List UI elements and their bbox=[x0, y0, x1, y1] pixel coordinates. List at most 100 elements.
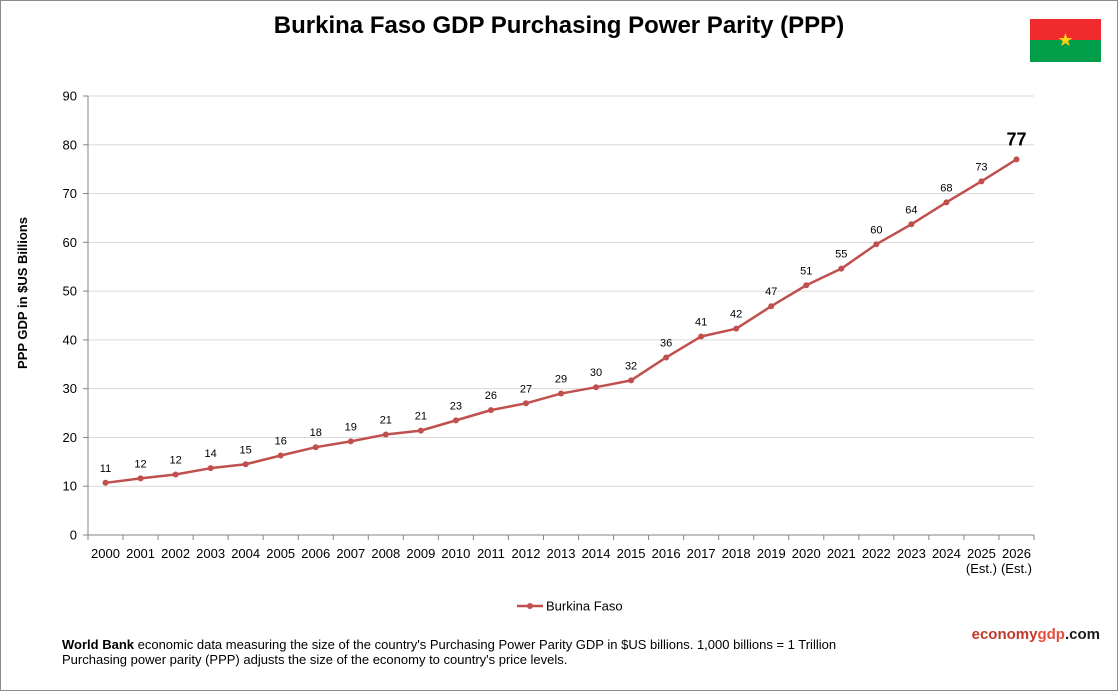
data-point bbox=[733, 325, 740, 332]
footer-note: World Bank economic data measuring the s… bbox=[62, 637, 836, 667]
data-label: 23 bbox=[450, 400, 462, 412]
legend-label: Burkina Faso bbox=[546, 599, 623, 614]
brand-part-economy: economy bbox=[971, 626, 1038, 643]
x-tick-label: 2002 bbox=[161, 546, 190, 561]
x-tick-label: 2010 bbox=[441, 546, 470, 561]
data-label: 21 bbox=[380, 415, 392, 427]
series-layer bbox=[102, 156, 1020, 486]
x-tick-sublabel: (Est.) bbox=[1001, 561, 1032, 576]
data-point bbox=[242, 461, 249, 468]
legend-marker bbox=[527, 603, 533, 609]
footer-note-line1: economic data measuring the size of the … bbox=[134, 637, 837, 652]
x-tick-label: 2007 bbox=[336, 546, 365, 561]
data-point bbox=[347, 438, 354, 445]
x-tick-label: 2018 bbox=[722, 546, 751, 561]
x-tick-label: 2023 bbox=[897, 546, 926, 561]
y-tick-label: 0 bbox=[70, 528, 77, 543]
data-point bbox=[137, 475, 144, 482]
x-tick-label: 2011 bbox=[477, 546, 505, 561]
data-point bbox=[277, 452, 284, 459]
data-point bbox=[768, 303, 775, 310]
flag-red-band bbox=[1030, 19, 1101, 41]
x-tick-label: 2009 bbox=[406, 546, 435, 561]
data-point bbox=[417, 427, 424, 434]
data-label: 42 bbox=[730, 309, 742, 321]
data-point bbox=[838, 265, 845, 272]
y-tick-label: 50 bbox=[63, 284, 77, 299]
x-tick-label: 2004 bbox=[231, 546, 260, 561]
y-tick-label: 20 bbox=[63, 430, 77, 445]
x-tick-label: 2012 bbox=[512, 546, 541, 561]
x-tick-label: 2021 bbox=[827, 546, 856, 561]
flag-green-band bbox=[1030, 40, 1101, 62]
data-label: 14 bbox=[205, 448, 217, 460]
data-point bbox=[522, 400, 529, 407]
x-tick-label: 2014 bbox=[582, 546, 611, 561]
x-tick-label: 2001 bbox=[126, 546, 155, 561]
x-tick-label: 2016 bbox=[652, 546, 681, 561]
legend: Burkina Faso bbox=[517, 599, 623, 614]
y-tick-label: 10 bbox=[63, 479, 77, 494]
chart-title: Burkina Faso GDP Purchasing Power Parity… bbox=[273, 12, 845, 39]
burkina-faso-flag-icon: ★ bbox=[1030, 19, 1101, 62]
brand-logo[interactable]: economygdp.com bbox=[972, 626, 1100, 643]
x-tick-label: 2024 bbox=[932, 546, 961, 561]
data-label: 73 bbox=[975, 161, 987, 173]
data-label: 77 bbox=[1006, 129, 1026, 149]
data-label: 26 bbox=[485, 390, 497, 402]
data-label: 68 bbox=[940, 182, 952, 194]
data-label: 12 bbox=[169, 455, 181, 467]
x-tick-label: 2020 bbox=[792, 546, 821, 561]
x-tick-label: 2013 bbox=[547, 546, 576, 561]
y-tick-label: 80 bbox=[63, 137, 77, 152]
x-tick-label: 2019 bbox=[757, 546, 786, 561]
axes bbox=[83, 95, 1035, 540]
x-tick-label: 2026 bbox=[1002, 546, 1031, 561]
data-label: 27 bbox=[520, 383, 532, 395]
data-label: 64 bbox=[905, 204, 917, 216]
data-point bbox=[487, 407, 494, 414]
x-tick-label: 2025 bbox=[967, 546, 996, 561]
y-tick-label: 70 bbox=[63, 186, 77, 201]
data-label: 29 bbox=[555, 374, 567, 386]
data-point bbox=[698, 333, 705, 340]
x-tick-label: 2015 bbox=[617, 546, 646, 561]
data-point bbox=[943, 199, 950, 206]
data-point bbox=[172, 471, 179, 478]
x-tick-label: 2008 bbox=[371, 546, 400, 561]
data-label: 21 bbox=[415, 411, 427, 423]
data-label: 41 bbox=[695, 316, 707, 328]
x-tick-label: 2000 bbox=[91, 546, 120, 561]
x-tick-label: 2003 bbox=[196, 546, 225, 561]
data-label: 47 bbox=[765, 286, 777, 298]
data-label: 18 bbox=[310, 427, 322, 439]
data-label: 60 bbox=[870, 224, 882, 236]
data-label: 12 bbox=[134, 458, 146, 470]
y-tick-labels: 0 10 20 30 40 50 60 70 80 90 bbox=[63, 89, 77, 543]
x-tick-sublabel: (Est.) bbox=[966, 561, 997, 576]
data-label: 32 bbox=[625, 360, 637, 372]
data-point bbox=[873, 241, 880, 248]
data-label: 16 bbox=[275, 435, 287, 447]
data-label: 11 bbox=[100, 463, 111, 475]
data-label: 15 bbox=[240, 444, 252, 456]
y-tick-label: 40 bbox=[63, 332, 77, 347]
data-point bbox=[102, 479, 109, 486]
data-label: 51 bbox=[800, 265, 812, 277]
data-label: 30 bbox=[590, 367, 602, 379]
x-tick-label: 2006 bbox=[301, 546, 330, 561]
footer-note-source: World Bank bbox=[62, 637, 134, 652]
brand-part-gdp: gdp bbox=[1037, 626, 1065, 643]
y-tick-label: 30 bbox=[63, 381, 77, 396]
data-label: 19 bbox=[345, 421, 357, 433]
data-labels: 11 12 12 14 15 16 18 19 21 21 23 26 27 29 30 32 36 41 42 47… bbox=[100, 129, 1027, 474]
data-label: 55 bbox=[835, 249, 847, 261]
grid-lines bbox=[88, 95, 1034, 487]
series-line bbox=[105, 158, 1018, 485]
data-point bbox=[558, 390, 564, 397]
x-tick-label: 2005 bbox=[266, 546, 295, 561]
data-point bbox=[908, 221, 915, 228]
data-point bbox=[382, 431, 389, 438]
